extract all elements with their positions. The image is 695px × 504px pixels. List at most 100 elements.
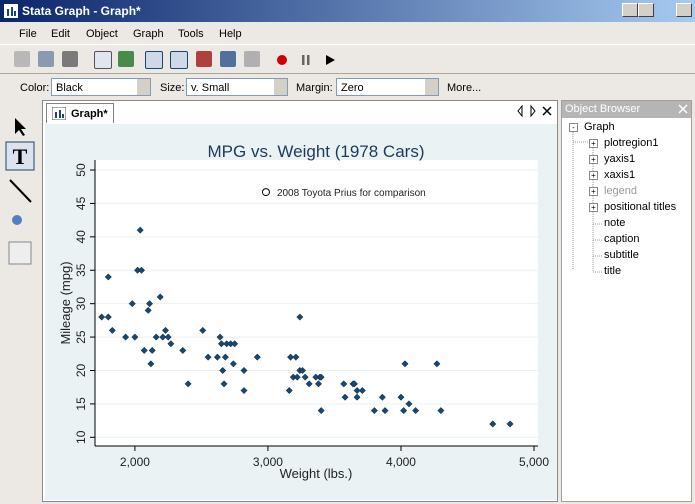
point bbox=[145, 300, 154, 308]
margin-dropdown[interactable]: Zero bbox=[336, 78, 439, 96]
marker-tool[interactable] bbox=[12, 215, 22, 225]
color-label: Color: bbox=[20, 82, 50, 94]
record-controls[interactable] bbox=[275, 52, 345, 68]
point bbox=[220, 380, 228, 388]
tree-node[interactable]: yaxis1 bbox=[604, 153, 636, 165]
tree-node[interactable]: legend bbox=[604, 185, 638, 197]
toolbar-button[interactable] bbox=[244, 51, 260, 67]
tree-node[interactable]: note bbox=[604, 217, 626, 229]
toolbar-button[interactable] bbox=[38, 51, 54, 67]
expand-toggle[interactable]: + bbox=[589, 171, 598, 180]
toolbar-button[interactable] bbox=[220, 51, 236, 67]
expand-toggle[interactable]: + bbox=[589, 155, 598, 164]
point bbox=[98, 313, 106, 321]
tree-node[interactable]: positional titles bbox=[604, 201, 677, 213]
size-value: v. Small bbox=[191, 82, 230, 94]
collapse-toggle[interactable]: - bbox=[569, 123, 578, 132]
point bbox=[184, 380, 192, 388]
tree-node[interactable]: subtitle bbox=[604, 249, 639, 261]
point bbox=[314, 380, 323, 388]
point bbox=[136, 226, 144, 234]
point bbox=[213, 353, 221, 361]
point bbox=[296, 313, 304, 321]
window-title: Stata Graph - Graph* bbox=[22, 4, 141, 18]
menu-item[interactable]: File bbox=[19, 28, 37, 40]
point bbox=[378, 393, 386, 401]
text-tool[interactable] bbox=[5, 141, 35, 171]
point bbox=[122, 333, 130, 341]
point bbox=[285, 386, 293, 395]
point bbox=[293, 373, 301, 381]
close-button[interactable] bbox=[676, 3, 692, 17]
point bbox=[152, 333, 160, 341]
more-button[interactable]: More... bbox=[447, 82, 482, 94]
x-tick-label: 3,000 bbox=[253, 455, 283, 469]
color-value: Black bbox=[56, 82, 83, 94]
menu-item[interactable]: Graph bbox=[133, 28, 164, 40]
point bbox=[199, 326, 207, 334]
toolbar-button[interactable] bbox=[94, 51, 112, 69]
point bbox=[240, 366, 248, 375]
point bbox=[253, 353, 261, 361]
menu-item[interactable]: Edit bbox=[51, 28, 70, 40]
point bbox=[161, 326, 170, 334]
menu-item[interactable]: Help bbox=[219, 28, 242, 40]
x-tick-label: 2,000 bbox=[120, 455, 150, 469]
toolbar-button[interactable] bbox=[14, 51, 30, 67]
graph-tab[interactable]: Graph* bbox=[46, 103, 114, 123]
point bbox=[412, 407, 420, 415]
tree-node[interactable]: plotregion1 bbox=[604, 137, 659, 149]
minimize-button[interactable] bbox=[622, 3, 638, 17]
y-tick-label: 45 bbox=[74, 196, 88, 210]
point bbox=[292, 353, 300, 361]
toolbar-button[interactable] bbox=[145, 51, 163, 69]
tree-node[interactable]: xaxis1 bbox=[604, 169, 636, 181]
size-label: Size: bbox=[160, 82, 185, 94]
close-browser[interactable] bbox=[678, 104, 688, 114]
point bbox=[219, 366, 227, 375]
margin-label: Margin: bbox=[296, 82, 333, 94]
toolbar-button[interactable] bbox=[118, 51, 134, 67]
point bbox=[397, 393, 405, 401]
toolbar-button[interactable] bbox=[196, 51, 212, 67]
object-browser: Object Browser - Graph plotregion1 + yaxis… bbox=[561, 100, 692, 502]
y-axis-label: Mileage (mpg) bbox=[58, 261, 73, 344]
object-browser-title: Object Browser bbox=[565, 103, 641, 115]
menu-item[interactable]: Object bbox=[86, 28, 118, 40]
tree-node[interactable]: caption bbox=[604, 233, 640, 245]
point bbox=[108, 326, 116, 334]
chart: MPG vs. Weight (1978 Cars) Weight (lbs.)… bbox=[45, 124, 557, 500]
point bbox=[341, 393, 349, 401]
tree-node[interactable]: Graph bbox=[584, 121, 615, 133]
point bbox=[140, 346, 148, 354]
tab-controls[interactable] bbox=[514, 104, 554, 118]
expand-toggle[interactable]: + bbox=[589, 187, 598, 196]
point bbox=[131, 333, 139, 341]
maximize-button[interactable] bbox=[638, 3, 654, 17]
point bbox=[298, 366, 307, 375]
line-tool[interactable] bbox=[9, 179, 32, 203]
tree-node[interactable]: title bbox=[604, 265, 622, 277]
grid-edit-tool[interactable] bbox=[8, 241, 32, 265]
y-tick-label: 50 bbox=[74, 163, 88, 177]
text-tool-icon: T bbox=[13, 144, 28, 169]
point bbox=[216, 333, 224, 341]
y-tick-label: 30 bbox=[74, 297, 88, 311]
point bbox=[370, 407, 378, 415]
expand-toggle[interactable]: + bbox=[589, 139, 598, 148]
toolbar-button[interactable] bbox=[170, 51, 188, 69]
expand-toggle[interactable]: + bbox=[589, 203, 598, 212]
point bbox=[400, 407, 408, 415]
point bbox=[231, 340, 239, 348]
color-dropdown[interactable]: Black bbox=[51, 78, 151, 96]
y-tick-label: 35 bbox=[74, 263, 88, 277]
size-dropdown[interactable]: v. Small bbox=[186, 78, 288, 96]
point bbox=[340, 380, 348, 388]
menu-item[interactable]: Tools bbox=[178, 28, 204, 40]
point bbox=[104, 313, 112, 321]
annotation-marker bbox=[261, 188, 270, 197]
point bbox=[204, 353, 212, 361]
margin-value: Zero bbox=[341, 82, 364, 94]
pointer-tool[interactable] bbox=[15, 118, 26, 136]
toolbar-button[interactable] bbox=[62, 51, 78, 67]
